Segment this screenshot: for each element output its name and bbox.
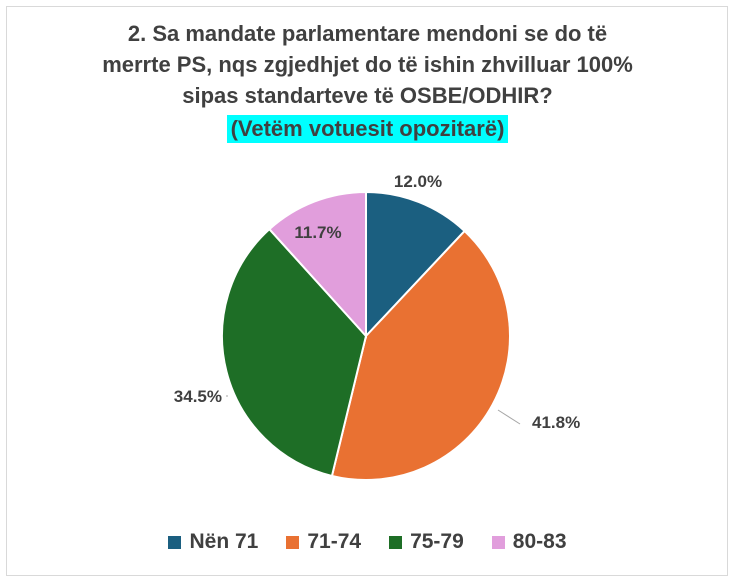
- title-line-3: sipas standarteve të OSBE/ODHIR?: [182, 83, 553, 108]
- legend-item-nen-71: Nën 71: [168, 530, 258, 554]
- data-label-2: 41.8%: [532, 413, 580, 432]
- pie-slice-2: [330, 229, 511, 481]
- data-label-3: 34.5%: [174, 387, 222, 406]
- legend-item-71-74: 71-74: [286, 530, 361, 554]
- data-label-4: 11.7%: [294, 223, 341, 242]
- title-line-1: 2. Sa mandate parlamentare mendoni se do…: [127, 21, 608, 46]
- data-label-1: 12.0%: [394, 172, 442, 191]
- legend-swatch: [168, 535, 182, 549]
- pie-slice-4: [268, 190, 367, 339]
- pie-slice-1: [365, 190, 466, 339]
- legend-swatch: [286, 535, 300, 549]
- legend-item-75-79: 75-79: [389, 530, 464, 554]
- legend-label: 71-74: [307, 530, 362, 553]
- chart-subtitle: (Vetëm votuesit opozitarë): [226, 115, 509, 143]
- legend: Nën 71 71-74 75-79 80-83: [0, 530, 735, 554]
- legend-item-80-83: 80-83: [491, 530, 567, 554]
- leader-line-2: [497, 409, 521, 425]
- legend-label: Nën 71: [189, 530, 259, 553]
- pie-slice-3: [221, 227, 368, 478]
- title-line-2: merrte PS, nqs zgjedhjet do të ishin zhv…: [102, 52, 633, 77]
- legend-swatch: [389, 535, 403, 549]
- legend-label: 80-83: [512, 530, 567, 553]
- chart-title: 2. Sa mandate parlamentare mendoni se do…: [0, 18, 735, 144]
- legend-swatch: [491, 535, 505, 549]
- legend-label: 75-79: [410, 530, 464, 553]
